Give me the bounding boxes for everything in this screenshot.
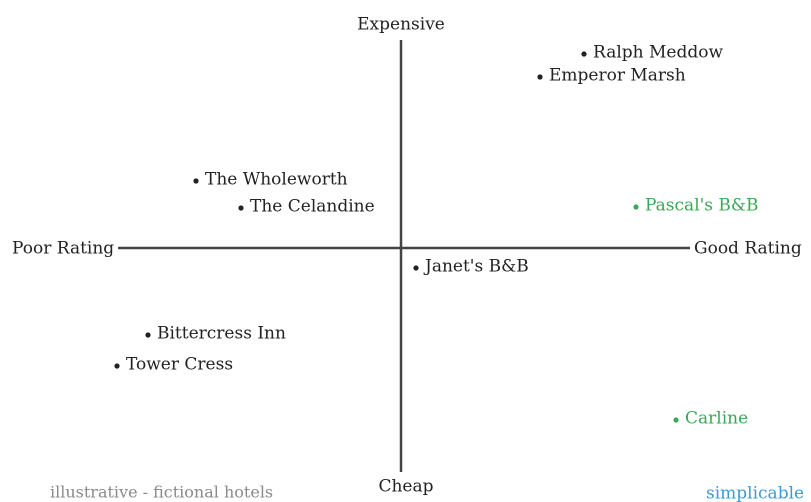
item-label: Carline [685, 409, 748, 429]
item-label: Bittercress Inn [157, 324, 286, 344]
footer-note: illustrative - fictional hotels [50, 483, 273, 502]
item-dot [114, 363, 120, 369]
footer-brand: simplicable [706, 484, 804, 502]
axis-label-bottom: Cheap [378, 477, 433, 497]
item-label: Pascal's B&B [645, 196, 759, 216]
item-dot [193, 178, 199, 184]
item-label: Tower Cress [126, 355, 233, 375]
item-dot [673, 417, 679, 423]
item-dot [537, 74, 543, 80]
item-dot [581, 51, 587, 57]
item-label: Janet's B&B [423, 257, 529, 277]
axis-label-left: Poor Rating [12, 239, 114, 259]
axis-label-top: Expensive [357, 15, 445, 35]
item-label: The Wholeworth [205, 170, 348, 190]
item-label: The Celandine [250, 197, 375, 217]
item-dot [145, 332, 151, 338]
item-dot [633, 204, 639, 210]
axis-label-right: Good Rating [694, 239, 802, 259]
item-label: Ralph Meddow [593, 43, 723, 63]
item-dot [238, 205, 244, 211]
item-label: Emperor Marsh [549, 66, 686, 86]
item-dot [413, 265, 419, 271]
